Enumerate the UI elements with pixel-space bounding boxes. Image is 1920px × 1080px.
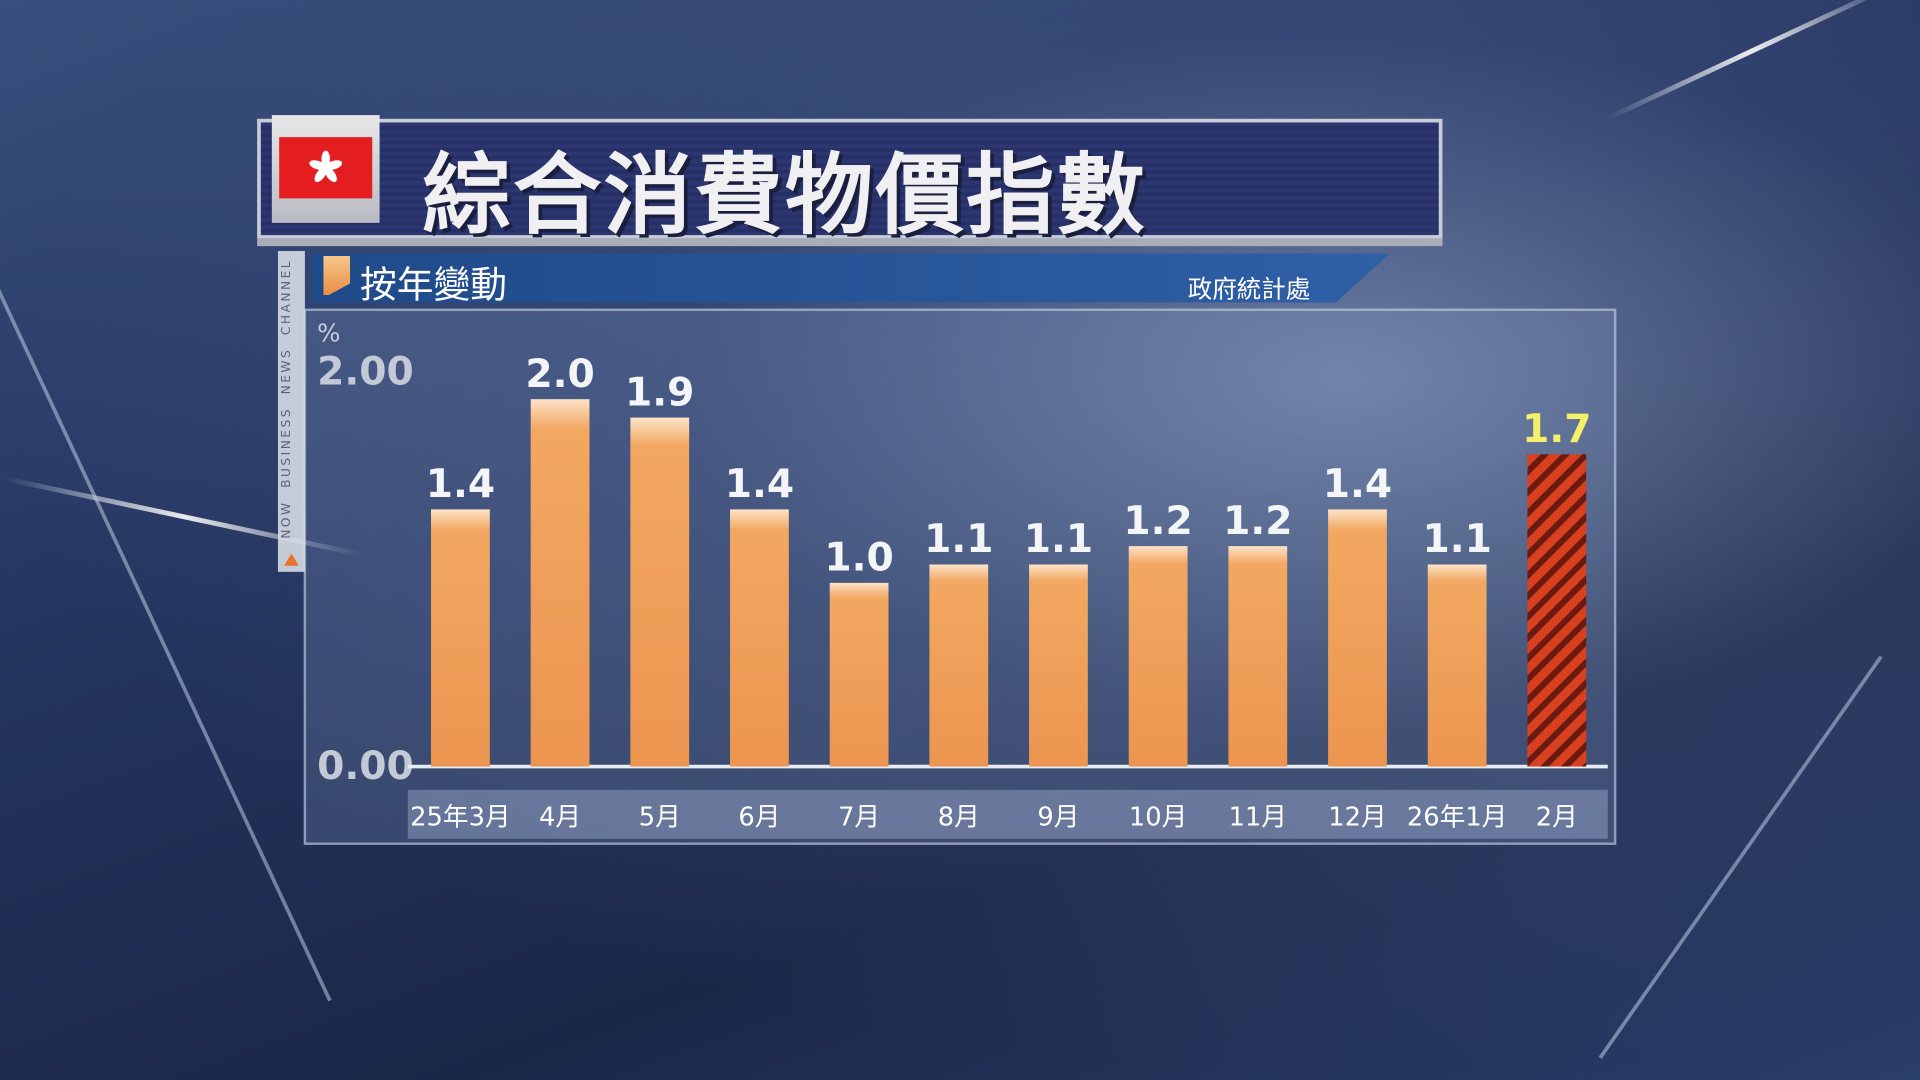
- x-tick-label: 4月: [539, 802, 581, 832]
- bar: [1328, 509, 1387, 767]
- data-label: 1.1: [924, 517, 993, 562]
- data-label: 1.2: [1123, 499, 1192, 544]
- data-label: 1.4: [725, 462, 794, 507]
- x-tick-label: 12月: [1328, 802, 1386, 832]
- data-label: 1.4: [1323, 462, 1392, 507]
- data-label: 1.7: [1522, 407, 1591, 452]
- y-tick-label: 2.00: [317, 349, 414, 394]
- y-unit-label: %: [317, 319, 340, 348]
- data-source: 政府統計處: [1187, 274, 1311, 304]
- chart-title: 綜合消費物價指數: [422, 143, 1148, 247]
- data-label: 1.9: [625, 370, 694, 415]
- bauhinia-icon: [309, 150, 343, 183]
- x-tick-label: 26年1月: [1407, 802, 1507, 832]
- data-label: 1.1: [1024, 517, 1093, 562]
- data-label: 1.1: [1422, 517, 1491, 562]
- bar-highlighted: [1527, 454, 1587, 767]
- subtitle-bar: [312, 253, 1390, 303]
- bar: [1427, 564, 1487, 767]
- bar: [530, 399, 590, 767]
- x-tick-label: 9月: [1037, 802, 1079, 832]
- x-axis-strip: [407, 789, 1608, 839]
- x-tick-label: 8月: [938, 802, 980, 832]
- bar: [1029, 564, 1088, 767]
- x-tick-label: 10月: [1129, 802, 1187, 832]
- bar: [929, 564, 989, 767]
- title-bar: [257, 118, 1443, 239]
- x-tick-label: 7月: [838, 802, 880, 832]
- data-label: 1.4: [426, 462, 495, 507]
- channel-strip: [277, 251, 305, 572]
- data-label: 1.0: [824, 536, 893, 581]
- bar: [730, 509, 789, 767]
- channel-triangle-icon: [284, 553, 299, 566]
- bar: [431, 509, 490, 767]
- hong-kong-flag-icon: [271, 115, 380, 223]
- x-tick-label: 25年3月: [410, 802, 510, 832]
- data-label: 1.2: [1223, 499, 1292, 544]
- x-tick-label: 5月: [639, 802, 681, 832]
- x-tick-label: 11月: [1229, 802, 1287, 832]
- data-label: 2.0: [525, 352, 594, 397]
- bar: [1128, 546, 1188, 767]
- bar: [829, 582, 889, 767]
- y-tick-label: 0.00: [317, 744, 414, 789]
- x-tick-label: 6月: [738, 802, 780, 832]
- bar: [1228, 546, 1288, 767]
- chart-subtitle: 按年變動: [360, 264, 507, 308]
- bar: [630, 417, 690, 767]
- x-tick-label: 2月: [1536, 802, 1578, 832]
